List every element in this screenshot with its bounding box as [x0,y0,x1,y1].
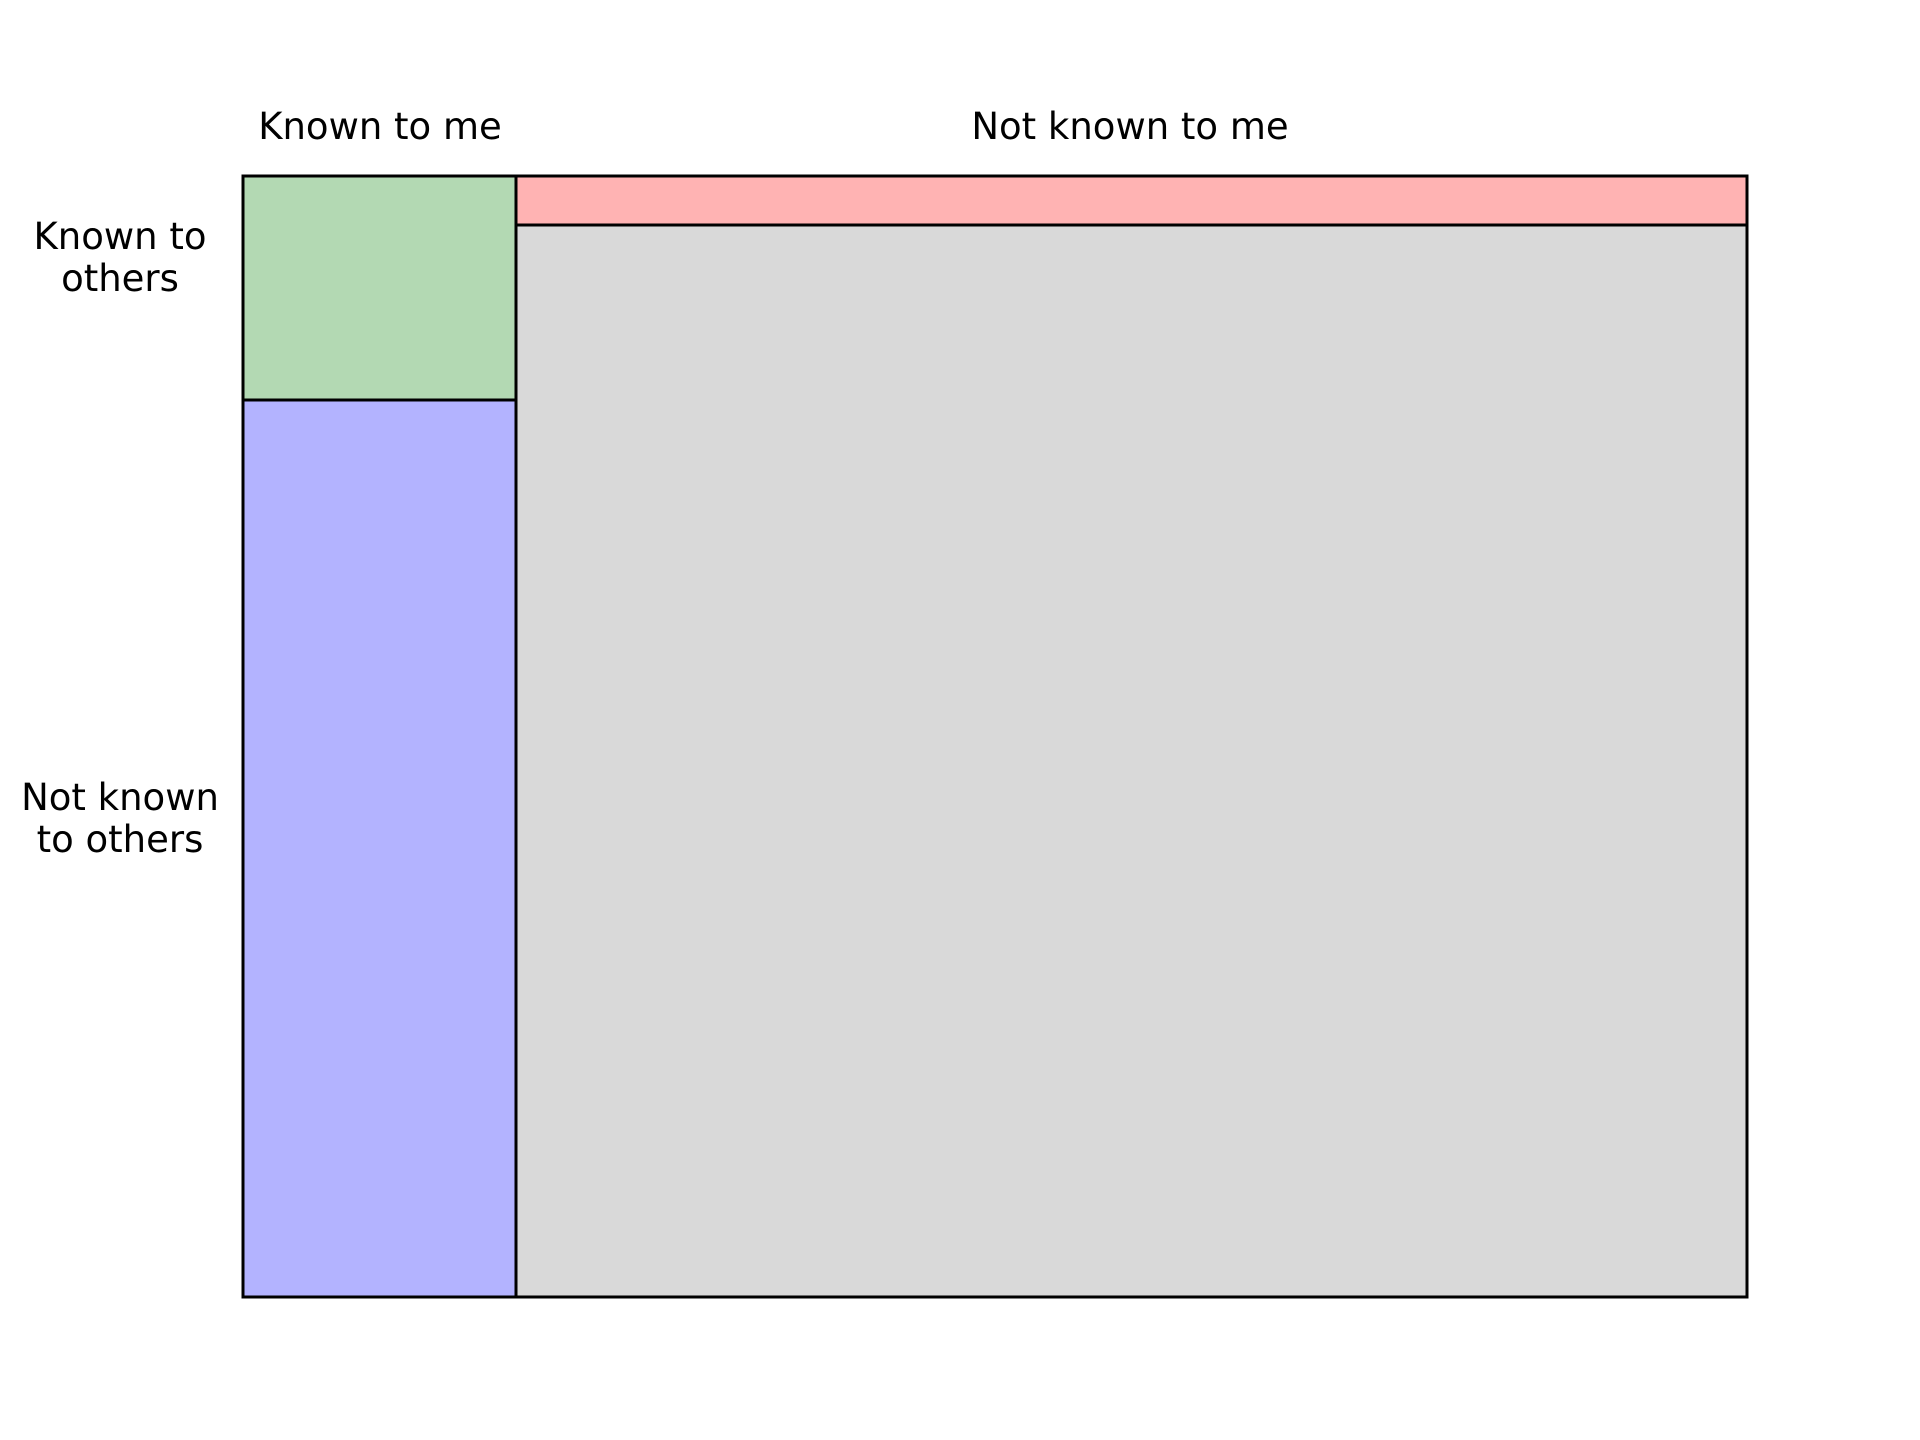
quadrant-not-known-to-me-not-known-to-others [514,223,1749,1299]
quadrant-not-known-to-me-known-to-others [514,174,1749,227]
row-header-known-to-others: Known to others [33,215,207,300]
column-header-not-known-to-me: Not known to me [971,105,1289,148]
quadrant-known-to-me-known-to-others [241,174,518,402]
quadrant-known-to-me-not-known-to-others [241,398,518,1299]
row-header-not-known-to-others: Not known to others [21,776,219,861]
column-header-known-to-me: Known to me [258,105,502,148]
